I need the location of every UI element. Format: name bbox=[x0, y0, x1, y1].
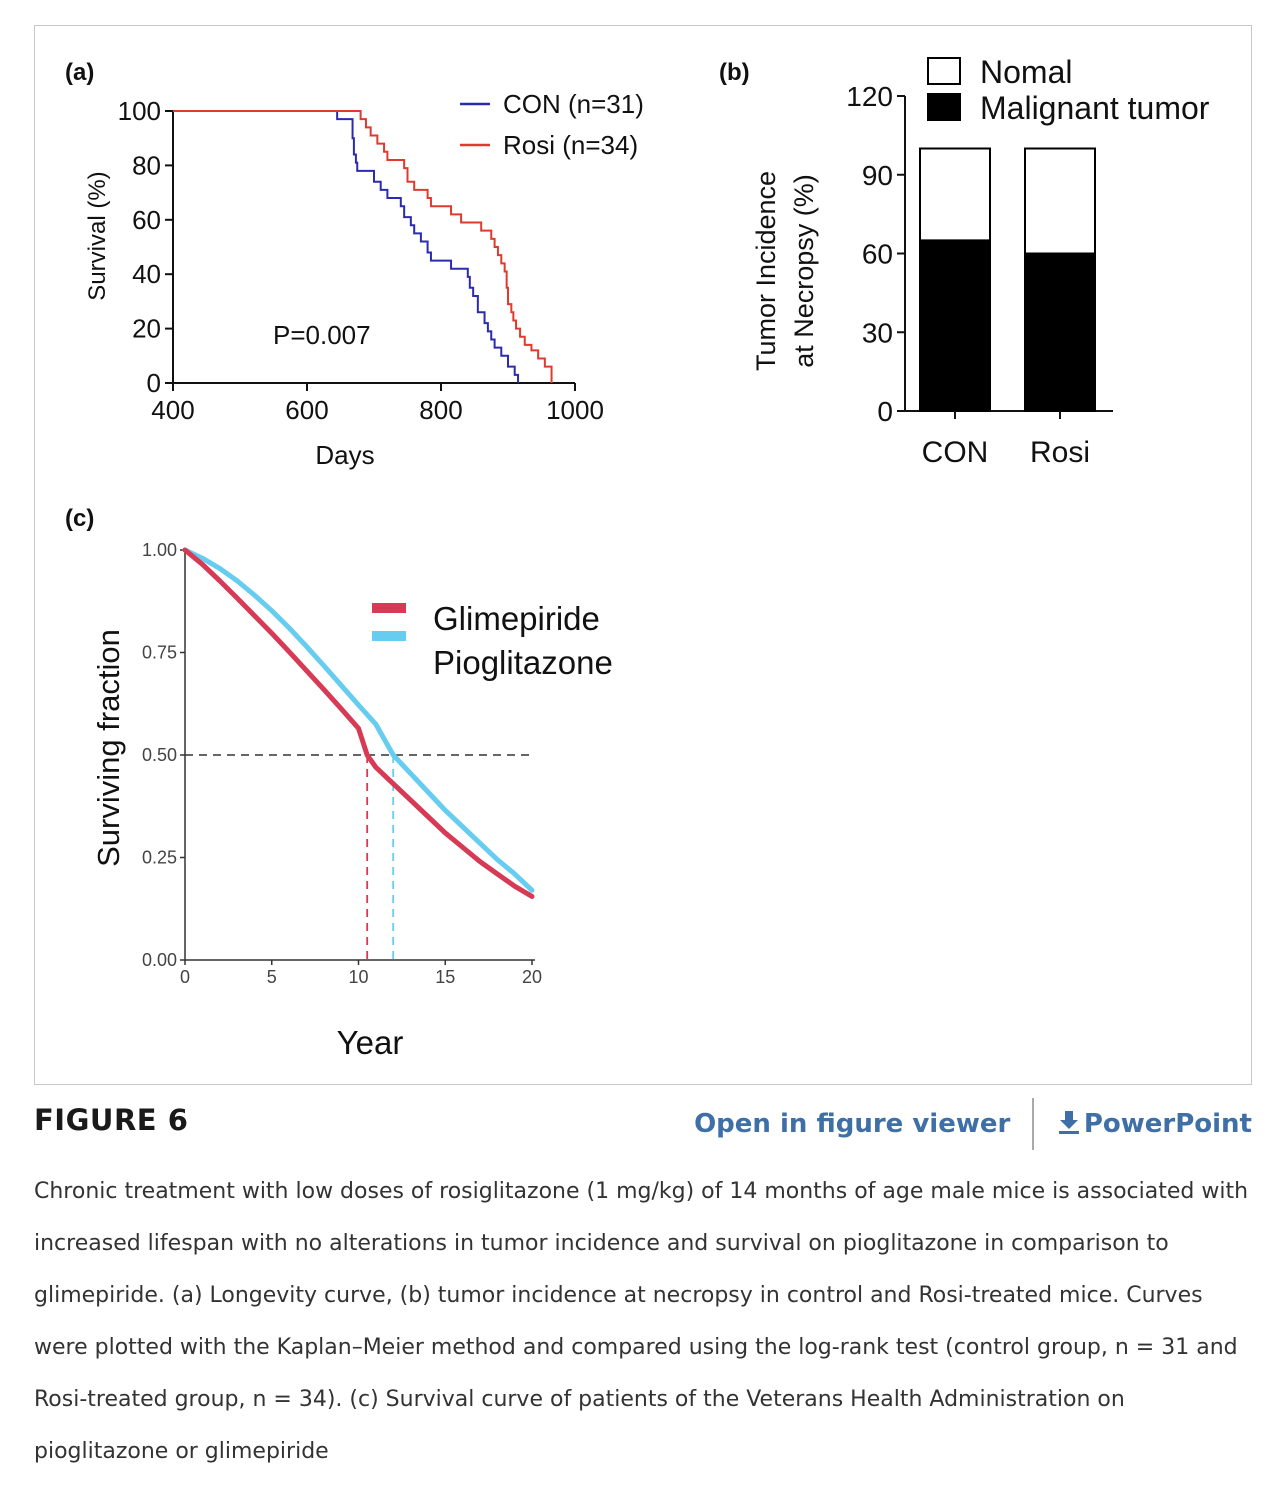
panel-a-legend: CON (n=31) Rosi (n=34) bbox=[460, 89, 644, 160]
x-tick-label: 5 bbox=[267, 967, 277, 987]
legend-label: CON (n=31) bbox=[503, 89, 644, 119]
panel-c-xlabel: Year bbox=[337, 1024, 404, 1061]
x-tick-label: 0 bbox=[180, 967, 190, 987]
y-tick-label: 0 bbox=[877, 396, 893, 427]
legend-label: Glimepiride bbox=[433, 600, 600, 637]
powerpoint-download-link[interactable]: PowerPoint bbox=[1056, 1109, 1252, 1139]
y-tick-label: 0.50 bbox=[142, 745, 177, 765]
legend-swatch bbox=[372, 631, 406, 641]
panel-b-ylabel-line2: at Necropsy (%) bbox=[789, 174, 819, 368]
panel-c-survival-chart: (c) Surviving fraction Year 0 5 10 15 20 0.00… bbox=[65, 505, 613, 1061]
legend-swatch bbox=[927, 57, 961, 85]
y-tick-label: 0.25 bbox=[142, 848, 177, 868]
actions-divider bbox=[1032, 1098, 1034, 1150]
open-figure-viewer-link[interactable]: Open in figure viewer bbox=[694, 1109, 1011, 1139]
panel-c-legend: Glimepiride Pioglitazone bbox=[372, 600, 613, 681]
figure-graphics: (a) Survival (%) Days P=0.007 400 600 800 1… bbox=[65, 54, 1210, 1061]
panel-b-ticks: 0 30 60 90 120 bbox=[846, 81, 905, 427]
y-tick-label: 80 bbox=[132, 150, 161, 180]
y-tick-label: 90 bbox=[862, 160, 893, 191]
legend-swatch bbox=[927, 93, 961, 121]
y-tick-label: 40 bbox=[132, 259, 161, 289]
panel-c-ticks: 0 5 10 15 20 0.00 0.25 0.50 0.75 1.00 bbox=[142, 540, 542, 987]
y-tick-label: 120 bbox=[846, 81, 893, 112]
survival-curve bbox=[182, 547, 535, 893]
panel-a-longevity-chart: (a) Survival (%) Days P=0.007 400 600 800 1… bbox=[65, 59, 644, 470]
y-tick-label: 60 bbox=[132, 205, 161, 235]
panel-a-pvalue: P=0.007 bbox=[273, 320, 371, 350]
panel-c-series bbox=[182, 547, 535, 899]
figure-panel: (a) Survival (%) Days P=0.007 400 600 800 1… bbox=[34, 25, 1252, 1085]
x-tick-label: 1000 bbox=[546, 395, 604, 425]
figure-caption: Chronic treatment with low doses of rosi… bbox=[34, 1179, 1249, 1464]
x-tick-label: 15 bbox=[435, 967, 455, 987]
panel-a-ylabel: Survival (%) bbox=[84, 171, 111, 300]
y-tick-label: 60 bbox=[862, 239, 893, 270]
y-tick-label: 0 bbox=[147, 368, 161, 398]
y-tick-label: 1.00 bbox=[142, 540, 177, 560]
panel-b-bars: CON Rosi bbox=[919, 147, 1096, 469]
bar-segment bbox=[1024, 252, 1096, 412]
x-tick-label: 400 bbox=[151, 395, 194, 425]
panel-a-ticks: 400 600 800 1000 0 20 40 60 80 100 bbox=[118, 96, 604, 425]
panel-c-median-guides bbox=[185, 754, 532, 960]
y-tick-label: 0.75 bbox=[142, 643, 177, 663]
bar-segment bbox=[919, 239, 991, 412]
x-tick-label: 800 bbox=[419, 395, 462, 425]
bar-segment bbox=[919, 147, 991, 242]
figure-actions: Open in figure viewer PowerPoint bbox=[694, 1098, 1252, 1150]
x-tick-label: 20 bbox=[522, 967, 542, 987]
panel-c-label: (c) bbox=[65, 505, 94, 532]
x-tick-label: CON bbox=[922, 436, 989, 469]
panel-b-tumor-chart: (b) Tumor Incidence at Necropsy (%) 0 30 6… bbox=[719, 54, 1210, 469]
powerpoint-label: PowerPoint bbox=[1083, 1109, 1252, 1139]
legend-label: Rosi (n=34) bbox=[503, 130, 638, 160]
download-icon bbox=[1058, 1111, 1079, 1134]
panel-b-ylabel-line1: Tumor Incidence bbox=[751, 171, 781, 371]
panel-c-ylabel: Surviving fraction bbox=[91, 629, 126, 867]
x-tick-label: Rosi bbox=[1030, 436, 1090, 469]
panel-b-label: (b) bbox=[719, 59, 750, 86]
legend-label: Malignant tumor bbox=[980, 90, 1210, 126]
y-tick-label: 0.00 bbox=[142, 950, 177, 970]
survival-curve bbox=[182, 547, 535, 899]
y-tick-label: 30 bbox=[862, 317, 893, 348]
panel-a-series bbox=[173, 110, 553, 383]
panel-a-xlabel: Days bbox=[315, 440, 374, 470]
x-tick-label: 10 bbox=[348, 967, 368, 987]
y-tick-label: 20 bbox=[132, 314, 161, 344]
survival-step-line bbox=[173, 110, 553, 383]
bar-segment bbox=[1024, 147, 1096, 255]
legend-swatch bbox=[372, 603, 406, 613]
x-tick-label: 600 bbox=[285, 395, 328, 425]
legend-label: Pioglitazone bbox=[433, 644, 613, 681]
panel-a-label: (a) bbox=[65, 59, 94, 86]
y-tick-label: 100 bbox=[118, 96, 161, 126]
figure-title: FIGURE 6 bbox=[34, 1103, 189, 1137]
legend-label: Nomal bbox=[980, 54, 1072, 90]
survival-step-line bbox=[173, 110, 520, 383]
